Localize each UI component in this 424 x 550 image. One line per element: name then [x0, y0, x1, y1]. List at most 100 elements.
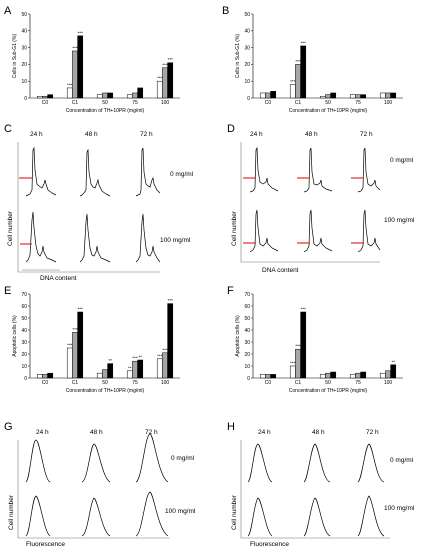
dose-label-100: 100 mg/ml — [384, 505, 415, 512]
dna-histograms — [249, 146, 381, 253]
bar — [96, 94, 103, 99]
y-tick-label: 30 — [21, 340, 27, 346]
bar — [360, 371, 367, 379]
significance-label: ** — [391, 359, 395, 364]
bar — [156, 80, 163, 99]
significance-label: *** — [72, 327, 78, 332]
x-tick-label: 75 — [132, 100, 138, 106]
bar — [66, 347, 73, 379]
y-axis-label: Cell number — [8, 494, 15, 530]
dose-label-0: 0 mg/ml — [170, 171, 194, 178]
significance-label: *** — [162, 347, 168, 352]
panel-letter-h: H — [227, 421, 235, 433]
x-axis-label: Fluorescence — [250, 541, 289, 548]
bar — [66, 87, 73, 99]
bar — [300, 45, 307, 99]
panel-letter-e: E — [4, 285, 11, 297]
x-tick-label: 50 — [102, 100, 108, 106]
bar — [167, 62, 174, 99]
bar — [270, 374, 277, 379]
time-label: 72 h — [360, 131, 373, 138]
y-axis-label: Cells in Sub-G1 (%) — [235, 34, 241, 79]
y-tick-label: 10 — [244, 364, 250, 370]
time-label: 72 h — [140, 131, 153, 138]
bar — [295, 64, 301, 99]
bar — [379, 372, 386, 379]
significance-label: *** — [132, 356, 138, 361]
bar — [390, 92, 397, 99]
y-tick-label: 20 — [244, 62, 250, 68]
y-tick-label: 0 — [24, 376, 27, 382]
time-label: 24 h — [30, 131, 43, 138]
bar — [330, 371, 337, 379]
chart-a: 0 10 20 30 40 50 Cells in Sub-G1 (%) Concentrat… — [12, 12, 180, 114]
bar — [162, 67, 168, 99]
fluorescence-histograms — [25, 433, 169, 537]
bar — [137, 359, 144, 379]
y-tick-label: 50 — [244, 316, 250, 322]
axes — [240, 142, 380, 263]
histogram-grid-d: 24 h 48 h 72 h 0 mg/ml 100 mg/ml Cell nu… — [231, 131, 415, 274]
x-tick-label: C0 — [265, 100, 272, 106]
bar — [132, 92, 138, 99]
bar — [319, 96, 326, 99]
y-tick-label: 10 — [244, 79, 250, 85]
bar — [102, 92, 108, 99]
time-label: 48 h — [305, 131, 318, 138]
significance-label: *** — [67, 343, 73, 348]
x-axis-label: DNA content — [262, 267, 299, 274]
x-tick-label: C1 — [72, 100, 79, 106]
bar — [156, 358, 163, 379]
x-tick-label: C0 — [265, 380, 272, 386]
bar — [385, 370, 391, 379]
panel-letter-b: B — [222, 5, 229, 17]
bar — [300, 311, 307, 379]
significance-label: ** — [108, 358, 112, 363]
y-axis-label: Cell number — [7, 210, 14, 246]
y-tick-label: 30 — [244, 340, 250, 346]
significance-label: ** — [128, 365, 132, 370]
y-axis-label: Cell number — [231, 494, 238, 530]
dose-label-100: 100 mg/ml — [384, 217, 415, 224]
bar — [137, 87, 144, 99]
panel-letter-g: G — [4, 421, 13, 433]
chart-b: 0 10 20 30 40 50 Cells in Sub-G1 (%) Concentrat… — [235, 12, 403, 114]
y-tick-label: 0 — [247, 376, 250, 382]
axes — [240, 440, 390, 539]
y-tick-label: 0 — [24, 96, 27, 102]
bar — [72, 332, 78, 379]
bar — [36, 96, 43, 99]
bar — [349, 374, 356, 379]
sub-g1-markers — [19, 177, 32, 245]
bar — [289, 365, 296, 379]
significance-label: *** — [290, 79, 296, 84]
fluorescence-histograms — [247, 443, 385, 537]
x-axis-label: Concentration of TH+10PR (mg/ml) — [289, 108, 368, 114]
time-label: 24 h — [36, 429, 49, 436]
bar — [360, 94, 367, 99]
significance-label: *** — [162, 62, 168, 67]
time-label: 24 h — [258, 429, 271, 436]
chart-e: 0 10 20 30 40 50 60 70 Apoptotic cells (%) Concen… — [12, 292, 180, 394]
y-tick-label: 30 — [244, 45, 250, 51]
significance-label: *** — [157, 76, 163, 81]
x-axis-label: Fluorescence — [26, 541, 65, 548]
bar — [72, 50, 78, 99]
bar — [36, 374, 43, 379]
bar — [355, 372, 361, 379]
x-tick-label: 75 — [355, 100, 361, 106]
y-axis-label: Apoptotic cells (%) — [12, 315, 18, 357]
significance-label: *** — [295, 344, 301, 349]
bar — [385, 92, 391, 99]
bar — [355, 94, 361, 99]
y-tick-label: 70 — [21, 292, 27, 298]
bar — [319, 374, 326, 379]
y-tick-label: 40 — [244, 328, 250, 334]
bar — [96, 372, 103, 379]
y-tick-label: 20 — [21, 352, 27, 358]
bar — [42, 374, 48, 379]
significance-label: *** — [157, 353, 163, 358]
y-axis-label: Cells in Sub-G1 (%) — [12, 34, 18, 79]
